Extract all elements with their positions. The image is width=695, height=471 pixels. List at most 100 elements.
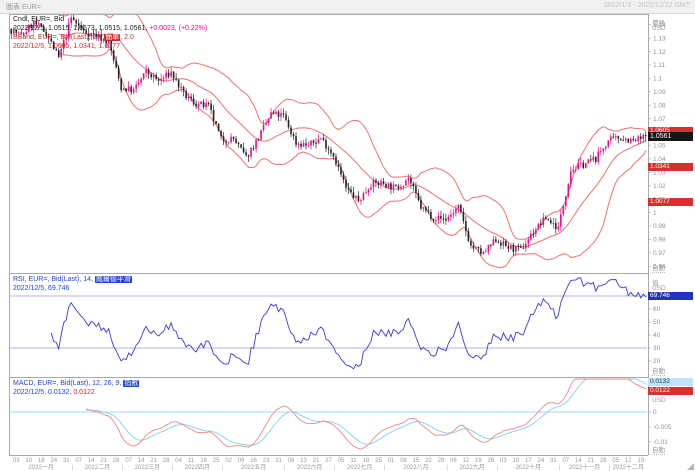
svg-text:07: 07 bbox=[562, 458, 569, 464]
svg-text:2022一月: 2022一月 bbox=[29, 464, 54, 471]
window-title: 圖表 EUR= bbox=[6, 4, 41, 11]
svg-text:18: 18 bbox=[200, 458, 207, 464]
macd-signal-value: 0.0122 bbox=[73, 389, 95, 396]
svg-text:22: 22 bbox=[425, 458, 432, 464]
svg-text:-0.01: -0.01 bbox=[653, 439, 668, 446]
rsi-smoothing-chip[interactable]: 威爾德平滑 bbox=[94, 276, 132, 283]
svg-text:21: 21 bbox=[313, 458, 320, 464]
svg-text:01: 01 bbox=[388, 458, 395, 464]
svg-text:1.02: 1.02 bbox=[653, 183, 666, 190]
svg-text:18: 18 bbox=[38, 458, 45, 464]
svg-text:09: 09 bbox=[238, 458, 245, 464]
bband-ma-type-chip[interactable]: 簡單 bbox=[104, 34, 121, 41]
svg-text:|: | bbox=[222, 465, 224, 471]
svg-text:2022八月: 2022八月 bbox=[403, 464, 428, 471]
svg-text:15: 15 bbox=[413, 458, 420, 464]
svg-text:1.14: 1.14 bbox=[653, 22, 666, 29]
svg-text:14: 14 bbox=[138, 458, 145, 464]
svg-text:1.07: 1.07 bbox=[653, 116, 666, 123]
svg-text:29: 29 bbox=[438, 458, 445, 464]
candle-series-label: Cndl, EUR=, Bid bbox=[13, 16, 65, 23]
svg-text:23: 23 bbox=[263, 458, 270, 464]
svg-text:0.97: 0.97 bbox=[653, 250, 666, 257]
svg-text:1.1: 1.1 bbox=[653, 76, 662, 83]
svg-text:04: 04 bbox=[175, 458, 182, 464]
macd-value-box: 0.0132 bbox=[648, 378, 693, 386]
svg-text:31: 31 bbox=[275, 458, 282, 464]
macd-axis-ticks: 0 -0.005 -0.01 bbox=[648, 409, 672, 446]
svg-text:2022七月: 2022七月 bbox=[347, 463, 372, 471]
svg-text:12: 12 bbox=[463, 458, 470, 464]
macd-pane-legend: MACD, EUR=, Bid(Last), 12, 26, 9, 指數 202… bbox=[13, 379, 140, 397]
svg-text:31: 31 bbox=[550, 458, 557, 464]
svg-text:26: 26 bbox=[488, 458, 495, 464]
svg-text:|: | bbox=[72, 465, 74, 471]
macd-axis-currency: USD bbox=[652, 397, 666, 404]
svg-text:06: 06 bbox=[288, 458, 295, 464]
svg-text:18: 18 bbox=[363, 458, 370, 464]
svg-text:24: 24 bbox=[50, 458, 57, 464]
svg-text:2022二月: 2022二月 bbox=[85, 464, 110, 471]
svg-text:|: | bbox=[172, 465, 174, 471]
resize-grip-icon[interactable] bbox=[687, 463, 694, 470]
rsi-line bbox=[50, 277, 647, 370]
svg-text:30: 30 bbox=[653, 345, 661, 352]
svg-text:2022十二月: 2022十二月 bbox=[613, 463, 644, 471]
svg-text:0.99: 0.99 bbox=[653, 223, 666, 230]
svg-text:1.03: 1.03 bbox=[653, 170, 666, 177]
date-range-label: 2022/1/3 - 2022/12/22 GMT bbox=[604, 2, 690, 9]
svg-text:05: 05 bbox=[612, 458, 619, 464]
svg-text:28: 28 bbox=[113, 458, 120, 464]
svg-text:|: | bbox=[284, 465, 286, 471]
svg-text:60: 60 bbox=[653, 306, 661, 313]
svg-text:1.12: 1.12 bbox=[653, 49, 666, 56]
svg-text:2022四月: 2022四月 bbox=[185, 464, 210, 471]
rsi-autoscale-button[interactable]: 自動 bbox=[652, 365, 665, 376]
svg-text:|: | bbox=[559, 465, 561, 471]
rsi-axis-ticks: 60 50 40 30 20 bbox=[648, 306, 661, 365]
svg-text:1.05: 1.05 bbox=[653, 143, 666, 150]
svg-text:0: 0 bbox=[653, 409, 657, 416]
macd-autoscale-button[interactable]: 自動 bbox=[652, 444, 665, 455]
svg-text:50: 50 bbox=[653, 319, 661, 326]
svg-text:21: 21 bbox=[587, 458, 594, 464]
svg-text:25: 25 bbox=[375, 458, 382, 464]
candle-change-values: +0.0023, (+0.22%) bbox=[149, 25, 208, 32]
bband-stdev-label: , 2.0 bbox=[120, 34, 134, 41]
macd-series-label: MACD, EUR=, Bid(Last), 12, 26, 9, bbox=[13, 380, 122, 387]
rsi-pane-legend: RSI, EUR=, Bid(Last), 14, 威爾德平滑 2022/12/… bbox=[13, 275, 132, 293]
svg-text:25: 25 bbox=[213, 458, 220, 464]
svg-text:1.08: 1.08 bbox=[653, 102, 666, 109]
svg-text:03: 03 bbox=[13, 458, 20, 464]
svg-text:|: | bbox=[334, 465, 336, 471]
svg-text:40: 40 bbox=[653, 332, 661, 339]
bband-series-label: BBand, EUR=, Bid(Last), 20, bbox=[13, 34, 103, 41]
price-axis-currency: USD bbox=[652, 25, 666, 32]
svg-text:0.98: 0.98 bbox=[653, 237, 666, 244]
bband-value-box: 1.0605 bbox=[648, 127, 693, 136]
candlestick-series bbox=[10, 15, 647, 256]
svg-text:2022十一月: 2022十一月 bbox=[569, 463, 600, 471]
candle-ohlc-values: 2022/12/5, 1.0515, 1.0573, 1.0515, 1.056… bbox=[13, 25, 148, 32]
svg-text:08: 08 bbox=[400, 458, 407, 464]
macd-value: 2022/12/5, 0.0132, bbox=[13, 389, 72, 396]
svg-text:19: 19 bbox=[637, 458, 644, 464]
rsi-axis-currency: USD bbox=[652, 285, 666, 292]
svg-text:1: 1 bbox=[653, 210, 657, 217]
svg-text:28: 28 bbox=[600, 458, 607, 464]
svg-text:-0.005: -0.005 bbox=[653, 424, 672, 431]
main-autoscale-button[interactable]: 自動 bbox=[652, 262, 665, 273]
svg-text:06: 06 bbox=[450, 458, 457, 464]
macd-line bbox=[85, 378, 646, 450]
bband-value-box: 1.0341 bbox=[648, 162, 693, 171]
svg-text:02: 02 bbox=[225, 458, 232, 464]
macd-signal-box: 0.0122 bbox=[648, 387, 693, 395]
last-price-box: 1.0561 bbox=[648, 132, 693, 142]
svg-text:07: 07 bbox=[75, 458, 82, 464]
svg-text:|: | bbox=[609, 465, 611, 471]
bband-values: 2022/12/5, 1.0605, 1.0341, 1.0077 bbox=[13, 43, 121, 50]
macd-ma-type-chip[interactable]: 指數 bbox=[123, 380, 140, 387]
svg-text:2022十月: 2022十月 bbox=[516, 463, 541, 471]
